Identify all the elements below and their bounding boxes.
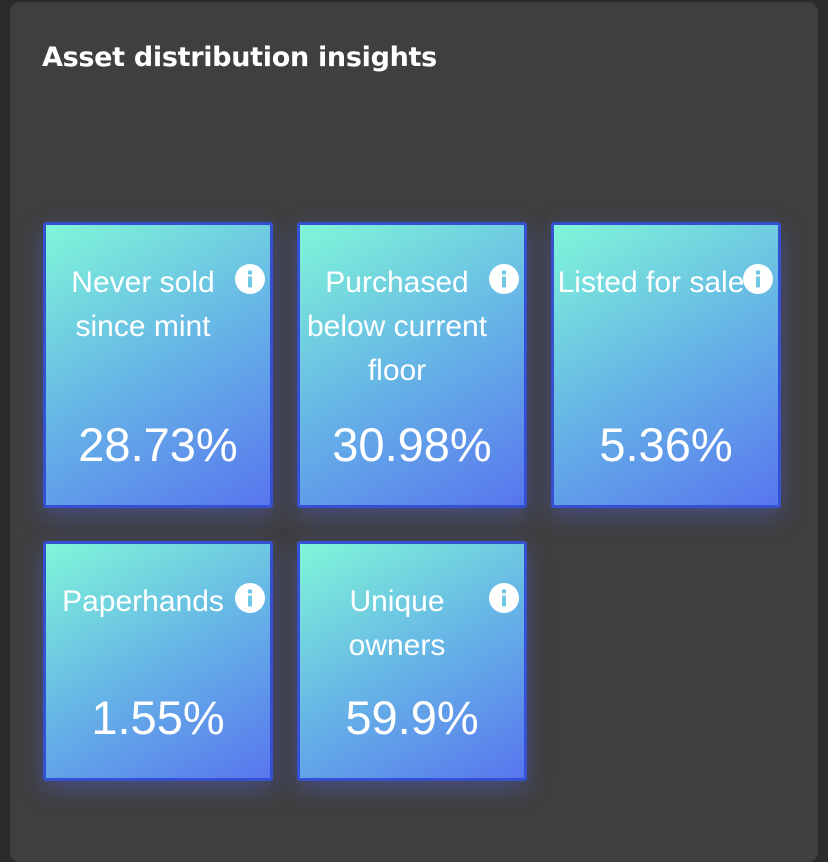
stat-label: Paperhands — [62, 585, 224, 618]
info-icon[interactable] — [234, 263, 266, 295]
stat-value: 1.55% — [91, 691, 225, 744]
stat-card: Paperhands 1.55% — [43, 541, 273, 781]
panel-title: Asset distribution insights — [42, 42, 437, 73]
info-icon[interactable] — [742, 263, 774, 295]
stat-value: 30.98% — [332, 418, 492, 471]
stat-label: Purchased below current floor — [306, 266, 488, 387]
stat-card: Purchased below current floor 30.98% — [297, 222, 527, 508]
page: Asset distribution insights Never sold s… — [10, 2, 818, 862]
info-icon[interactable] — [488, 263, 520, 295]
stat-value: 28.73% — [78, 418, 238, 471]
stat-card: Listed for sale 5.36% — [551, 222, 781, 508]
stat-label: Listed for sale — [557, 266, 745, 299]
stat-value: 59.9% — [345, 691, 479, 744]
stat-value: 5.36% — [599, 418, 733, 471]
stat-label: Unique owners — [348, 585, 446, 662]
stat-label: Never sold since mint — [71, 266, 215, 343]
info-icon[interactable] — [488, 582, 520, 614]
info-icon[interactable] — [234, 582, 266, 614]
stat-card: Unique owners 59.9% — [297, 541, 527, 781]
stat-card: Never sold since mint 28.73% — [43, 222, 273, 508]
